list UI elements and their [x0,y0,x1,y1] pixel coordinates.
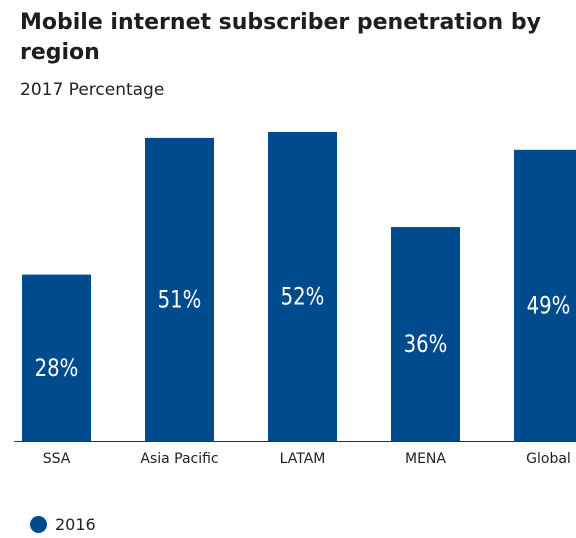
bar-latam [268,131,337,441]
x-tick-label-ssa: SSA [43,451,71,467]
data-label-asia-pacific: 51% [158,287,202,314]
bar-global [514,149,576,442]
bar-mena [391,227,460,441]
x-tick-label-global: Global [526,451,571,467]
data-label-latam: 52% [281,284,325,311]
bar-ssa [22,274,91,441]
data-label-mena: 36% [404,331,448,358]
legend-swatch-2016 [30,516,47,533]
x-tick-label-latam: LATAM [280,451,326,467]
chart-title: Mobile internet subscriber penetration b… [20,10,541,65]
data-label-ssa: 28% [35,355,79,382]
x-tick-label-mena: MENA [405,451,446,467]
chart-subtitle: 2017 Percentage [20,80,165,100]
legend-label-2016: 2016 [55,515,96,534]
legend: 2016 [30,515,96,534]
bar-asia-pacific [145,137,214,441]
x-tick-label-asia-pacific: Asia Pacific [140,451,218,467]
data-label-global: 49% [527,293,571,320]
